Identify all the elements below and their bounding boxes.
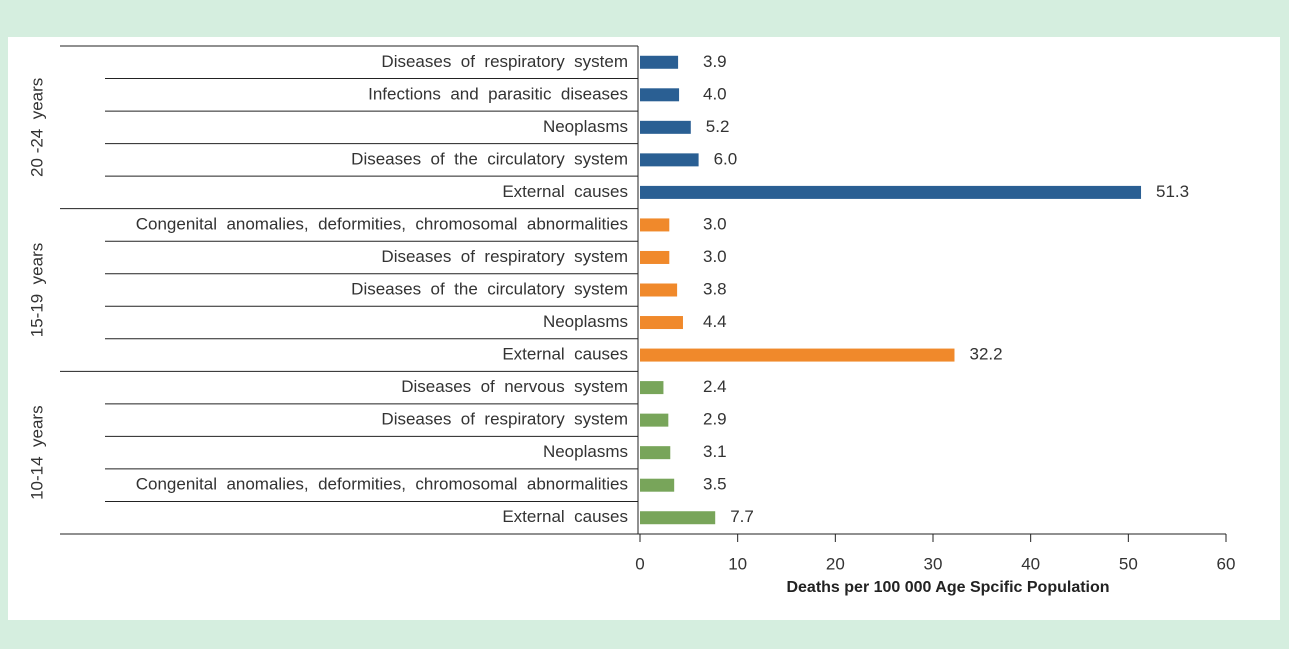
category-label: Neoplasms	[543, 117, 628, 136]
category-label: External causes	[502, 182, 628, 201]
group-label: 10-14 years	[27, 405, 46, 500]
value-label: 2.9	[703, 410, 727, 429]
bar	[640, 511, 716, 525]
bar	[640, 185, 1142, 199]
bar	[640, 381, 664, 395]
bar	[640, 120, 691, 134]
group-label: 20 -24 years	[27, 78, 46, 177]
value-label: 3.0	[703, 214, 727, 233]
value-label: 5.2	[706, 117, 730, 136]
bar	[640, 250, 670, 264]
bar	[640, 316, 683, 330]
value-label: 4.4	[703, 312, 727, 331]
bar	[640, 413, 669, 427]
category-label: External causes	[502, 507, 628, 526]
value-label: 51.3	[1156, 182, 1189, 201]
category-label: Congenital anomalies, deformities, chrom…	[136, 475, 628, 494]
value-label: 3.1	[703, 442, 727, 461]
value-label: 2.4	[703, 377, 727, 396]
category-label: Diseases of nervous system	[401, 377, 628, 396]
x-tick-label: 30	[924, 554, 943, 573]
category-label: Diseases of respiratory system	[381, 247, 628, 266]
x-tick-label: 0	[635, 554, 644, 573]
bar	[640, 283, 678, 297]
category-label: Diseases of respiratory system	[381, 52, 628, 71]
bar	[640, 218, 670, 232]
bar	[640, 88, 680, 102]
bar	[640, 348, 955, 362]
category-label: Diseases of the circulatory system	[351, 279, 628, 298]
value-label: 4.0	[703, 84, 727, 103]
group-label: 15-19 years	[27, 243, 46, 338]
value-label: 3.8	[703, 279, 727, 298]
x-tick-label: 50	[1119, 554, 1138, 573]
bar	[640, 478, 675, 492]
category-label: Diseases of respiratory system	[381, 410, 628, 429]
category-label: Diseases of the circulatory system	[351, 149, 628, 168]
value-label: 3.0	[703, 247, 727, 266]
value-label: 6.0	[714, 149, 738, 168]
value-label: 7.7	[730, 507, 754, 526]
category-label: Neoplasms	[543, 312, 628, 331]
x-tick-label: 10	[728, 554, 747, 573]
bar	[640, 153, 699, 167]
value-label: 32.2	[969, 345, 1002, 364]
category-label: External causes	[502, 345, 628, 364]
x-tick-label: 40	[1021, 554, 1040, 573]
x-tick-label: 60	[1217, 554, 1236, 573]
category-label: Congenital anomalies, deformities, chrom…	[136, 214, 628, 233]
bar	[640, 55, 679, 69]
x-axis-label: Deaths per 100 000 Age Spcific Populatio…	[786, 579, 1109, 596]
bar	[640, 446, 671, 460]
category-label: Neoplasms	[543, 442, 628, 461]
x-tick-label: 20	[826, 554, 845, 573]
category-label: Infections and parasitic diseases	[368, 84, 628, 103]
value-label: 3.9	[703, 52, 727, 71]
value-label: 3.5	[703, 475, 727, 494]
